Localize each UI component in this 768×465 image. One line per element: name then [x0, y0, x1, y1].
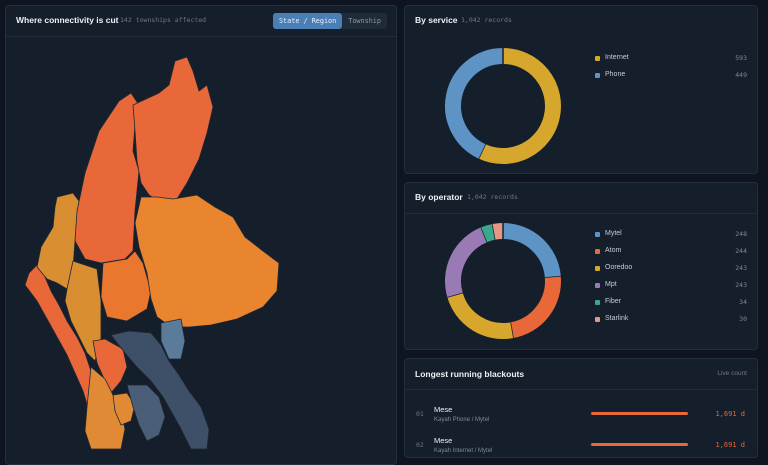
blackout-detail: Kayah Internet / Mytel	[434, 448, 493, 454]
operator-slice-fiber[interactable]	[481, 223, 496, 243]
map-panel: Where connectivity is cut 142 townships …	[5, 5, 397, 465]
legend-value: 449	[735, 71, 747, 79]
legend-value: 34	[739, 298, 747, 306]
operator-legend-item-ooredoo[interactable]: Ooredoo 243	[595, 263, 747, 275]
legend-value: 248	[735, 230, 747, 238]
legend-label: Fiber	[605, 298, 621, 305]
service-donut-chart	[445, 48, 561, 164]
toggle-township[interactable]: Township	[348, 17, 381, 25]
region-kachin[interactable]	[132, 56, 214, 204]
blackout-duration-bar	[591, 443, 688, 446]
blackout-rank: 01	[416, 410, 424, 418]
operator-panel-header: By operator 1,042 records	[405, 183, 757, 214]
service-slice-internet[interactable]	[478, 48, 561, 164]
blackouts-panel: Longest running blackouts Live count 01 …	[404, 358, 758, 458]
blackout-township: Mese	[434, 436, 453, 445]
operator-title: By operator	[415, 192, 463, 202]
operator-legend-item-atom[interactable]: Atom 244	[595, 246, 747, 258]
map-level-toggle: State / Region Township	[272, 13, 387, 29]
service-legend-item-internet[interactable]: Internet 593	[595, 53, 747, 65]
service-title: By service	[415, 15, 458, 25]
legend-swatch	[595, 317, 600, 322]
blackout-duration: 1,691 d	[715, 441, 745, 449]
legend-swatch	[595, 56, 600, 61]
blackout-row[interactable]: 01 Mese Kayah Phone / Mytel 1,691 d	[405, 397, 757, 427]
legend-label: Phone	[605, 71, 626, 78]
blackout-township: Mese	[434, 405, 453, 414]
operator-slice-ooredoo[interactable]	[447, 292, 514, 339]
legend-value: 243	[735, 264, 747, 272]
map-panel-header: Where connectivity is cut 142 townships …	[6, 6, 396, 37]
blackouts-panel-header: Longest running blackouts Live count	[405, 359, 757, 390]
legend-swatch	[595, 300, 600, 305]
operator-slice-atom[interactable]	[509, 276, 561, 339]
region-sagaing[interactable]	[74, 92, 140, 264]
legend-label: Internet	[605, 54, 629, 61]
region-kayah[interactable]	[160, 318, 186, 360]
operator-legend-item-mpt[interactable]: Mpt 243	[595, 280, 747, 292]
region-shan[interactable]	[134, 194, 280, 328]
operator-panel: By operator 1,042 records Mytel 248 Atom 24…	[404, 182, 758, 350]
operator-legend-item-fiber[interactable]: Fiber 34	[595, 297, 747, 309]
blackout-rank: 02	[416, 441, 424, 449]
legend-label: Mytel	[605, 230, 622, 237]
legend-value: 30	[739, 315, 747, 323]
service-panel: By service 1,042 records Internet 593 Phon…	[404, 5, 758, 174]
region-kayin[interactable]	[110, 330, 210, 450]
legend-swatch	[595, 249, 600, 254]
legend-value: 593	[735, 54, 747, 62]
region-magway[interactable]	[64, 260, 102, 362]
legend-label: Atom	[605, 247, 622, 254]
service-panel-header: By service 1,042 records	[405, 6, 757, 36]
operator-slice-starlink[interactable]	[492, 223, 504, 240]
service-legend-item-phone[interactable]: Phone 449	[595, 70, 747, 82]
operator-legend-item-starlink[interactable]: Starlink 30	[595, 314, 747, 326]
region-mandalay[interactable]	[100, 250, 152, 322]
operator-slice-gap	[480, 226, 488, 243]
region-bago[interactable]	[92, 338, 128, 394]
blackout-row[interactable]: 02 Mese Kayah Internet / Mytel 1,691 d	[405, 428, 757, 457]
legend-value: 243	[735, 281, 747, 289]
toggle-state-region[interactable]: State / Region	[272, 13, 343, 29]
map-subtitle: 142 townships affected	[120, 16, 207, 24]
legend-label: Starlink	[605, 315, 629, 322]
operator-slice-mytel[interactable]	[502, 223, 561, 279]
blackout-duration-bar	[591, 412, 688, 415]
service-slice-phone[interactable]	[445, 48, 504, 159]
legend-swatch	[595, 232, 600, 237]
legend-label: Mpt	[605, 281, 617, 288]
legend-swatch	[595, 73, 600, 78]
blackouts-live-count: Live count	[717, 370, 747, 377]
legend-swatch	[595, 283, 600, 288]
blackouts-title: Longest running blackouts	[415, 369, 525, 379]
service-meta: 1,042 records	[461, 16, 512, 24]
map-title: Where connectivity is cut	[16, 15, 119, 25]
myanmar-choropleth-map	[24, 56, 280, 450]
operator-slice-mpt[interactable]	[445, 227, 488, 298]
operator-legend-item-mytel[interactable]: Mytel 248	[595, 229, 747, 241]
legend-value: 244	[735, 247, 747, 255]
legend-label: Ooredoo	[605, 264, 633, 271]
operator-donut-chart	[445, 223, 561, 339]
region-yangon[interactable]	[112, 392, 136, 426]
blackout-duration: 1,691 d	[715, 410, 745, 418]
region-mon[interactable]	[126, 384, 166, 442]
operator-meta: 1,042 records	[467, 193, 518, 201]
legend-swatch	[595, 266, 600, 271]
blackout-detail: Kayah Phone / Mytel	[434, 417, 490, 423]
